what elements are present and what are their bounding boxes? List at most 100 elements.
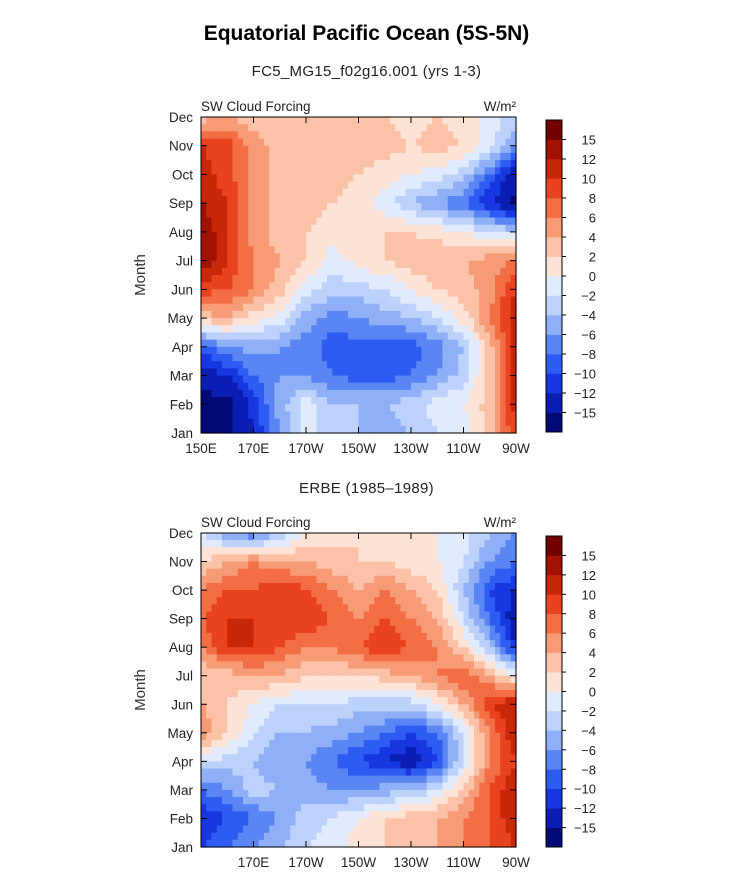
heatmap-cell <box>374 217 381 226</box>
heatmap-cell <box>348 318 354 326</box>
heatmap-cell <box>379 647 386 655</box>
heatmap-cell <box>264 654 270 663</box>
heatmap-cell <box>495 675 501 684</box>
heatmap-cell <box>300 411 307 420</box>
heatmap-cell <box>348 711 354 720</box>
heatmap-cell <box>243 768 249 777</box>
heatmap-cell <box>442 124 449 132</box>
heatmap-cell <box>206 296 213 305</box>
heatmap-cell <box>237 561 244 570</box>
heatmap-cell <box>458 196 465 204</box>
heatmap-cell <box>363 782 370 791</box>
heatmap-cell <box>269 418 276 427</box>
heatmap-cell <box>332 267 339 276</box>
heatmap-cell <box>468 647 475 655</box>
heatmap-cell <box>311 697 318 705</box>
heatmap-cell <box>285 282 291 290</box>
heatmap-cell <box>237 761 244 770</box>
heatmap-cell <box>269 747 276 755</box>
heatmap-cell <box>279 138 286 147</box>
heatmap-cell <box>211 239 218 247</box>
heatmap-cell <box>463 275 470 283</box>
heatmap-cell <box>468 632 475 641</box>
heatmap-cell <box>390 568 396 577</box>
heatmap-cell <box>248 152 255 161</box>
heatmap-cell <box>279 761 286 770</box>
heatmap-cell <box>405 325 412 334</box>
heatmap-cell <box>369 375 375 384</box>
heatmap-cell <box>300 668 307 677</box>
heatmap-cell <box>248 411 255 420</box>
heatmap-cell <box>295 697 302 705</box>
heatmap-cell <box>216 368 223 377</box>
heatmap-cell <box>489 568 496 577</box>
heatmap-cell <box>468 397 475 405</box>
heatmap-cell <box>227 725 234 734</box>
heatmap-cell <box>211 174 218 183</box>
heatmap-cell <box>489 411 496 420</box>
heatmap-cell <box>285 332 291 341</box>
heatmap-cell <box>201 668 207 677</box>
heatmap-cell <box>348 754 354 762</box>
heatmap-cell <box>295 339 302 348</box>
heatmap-cell <box>348 739 354 748</box>
heatmap-cell <box>400 411 407 420</box>
heatmap-cell <box>227 668 234 677</box>
heatmap-cell <box>216 260 223 269</box>
heatmap-cell <box>285 547 291 556</box>
heatmap-cell <box>279 732 286 741</box>
heatmap-cell <box>405 668 412 677</box>
heatmap-cell <box>432 625 438 634</box>
heatmap-cell <box>395 590 402 598</box>
heatmap-cell <box>405 389 412 398</box>
heatmap-cell <box>295 267 302 276</box>
heatmap-cell <box>206 718 213 727</box>
heatmap-cell <box>453 332 459 341</box>
heatmap-cell <box>405 117 412 125</box>
heatmap-cell <box>306 704 312 713</box>
heatmap-cell <box>437 375 444 384</box>
heatmap-cell <box>216 618 223 627</box>
heatmap-cell <box>279 668 286 677</box>
heatmap-cell <box>285 690 291 698</box>
heatmap-cell <box>279 718 286 727</box>
heatmap-cell <box>379 196 386 204</box>
heatmap-cell <box>253 582 260 591</box>
heatmap-cell <box>426 647 433 655</box>
heatmap-cell <box>269 145 276 154</box>
heatmap-cell <box>489 704 496 713</box>
heatmap-cell <box>321 275 328 283</box>
heatmap-cell <box>405 418 412 427</box>
heatmap-cell <box>201 425 207 434</box>
heatmap-cell <box>300 124 307 132</box>
heatmap-cell <box>258 117 265 125</box>
heatmap-cell <box>201 404 207 413</box>
heatmap-cell <box>348 124 354 132</box>
colorbar-label: −10 <box>574 367 596 382</box>
heatmap-cell <box>300 239 307 247</box>
heatmap-cell <box>243 196 249 204</box>
heatmap-cell <box>384 604 391 613</box>
heatmap-cell <box>290 253 297 262</box>
heatmap-cell <box>437 611 444 620</box>
heatmap-cell <box>279 339 286 348</box>
heatmap-cell <box>216 354 223 362</box>
colorbar-label: 0 <box>589 269 596 284</box>
heatmap-cell <box>426 339 433 348</box>
heatmap-cell <box>416 289 423 298</box>
heatmap-cell <box>264 361 270 369</box>
heatmap-cell <box>327 361 333 369</box>
heatmap-cell <box>468 145 475 154</box>
heatmap-cell <box>216 160 223 168</box>
heatmap-cell <box>510 310 517 319</box>
heatmap-cell <box>311 768 318 777</box>
heatmap-cell <box>353 167 360 176</box>
heatmap-cell <box>395 418 402 427</box>
heatmap-cell <box>353 597 360 605</box>
heatmap-cell <box>253 761 260 770</box>
heatmap-cell <box>232 540 239 548</box>
heatmap-cell <box>316 739 323 748</box>
heatmap-cell <box>447 590 454 598</box>
heatmap-cell <box>274 582 281 591</box>
heatmap-cell <box>479 275 486 283</box>
